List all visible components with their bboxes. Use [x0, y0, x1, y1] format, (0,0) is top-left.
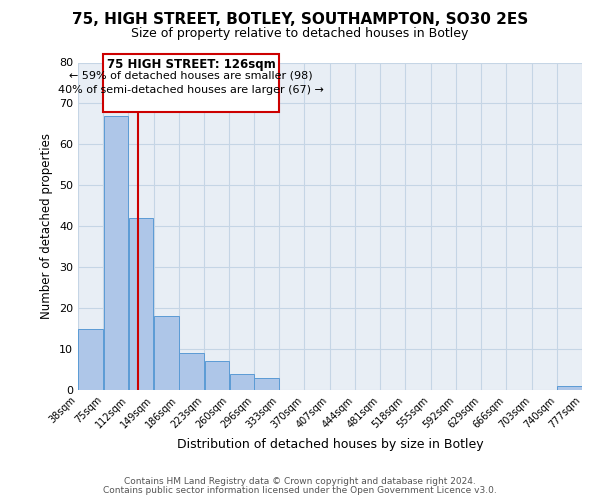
Bar: [179, 353, 204, 390]
Bar: [254, 378, 279, 390]
Text: 75, HIGH STREET, BOTLEY, SOUTHAMPTON, SO30 2ES: 75, HIGH STREET, BOTLEY, SOUTHAMPTON, SO…: [72, 12, 528, 28]
X-axis label: Distribution of detached houses by size in Botley: Distribution of detached houses by size …: [176, 438, 484, 451]
Bar: [205, 362, 229, 390]
Text: 75 HIGH STREET: 126sqm: 75 HIGH STREET: 126sqm: [107, 58, 275, 70]
Text: Contains public sector information licensed under the Open Government Licence v3: Contains public sector information licen…: [103, 486, 497, 495]
Bar: [129, 218, 154, 390]
Y-axis label: Number of detached properties: Number of detached properties: [40, 133, 53, 320]
Text: Contains HM Land Registry data © Crown copyright and database right 2024.: Contains HM Land Registry data © Crown c…: [124, 478, 476, 486]
Text: 40% of semi-detached houses are larger (67) →: 40% of semi-detached houses are larger (…: [58, 85, 324, 95]
Bar: [230, 374, 254, 390]
Text: ← 59% of detached houses are smaller (98): ← 59% of detached houses are smaller (98…: [70, 70, 313, 81]
Text: Size of property relative to detached houses in Botley: Size of property relative to detached ho…: [131, 28, 469, 40]
FancyBboxPatch shape: [103, 54, 279, 112]
Bar: [557, 386, 581, 390]
Bar: [79, 328, 103, 390]
Bar: [154, 316, 179, 390]
Bar: [104, 116, 128, 390]
